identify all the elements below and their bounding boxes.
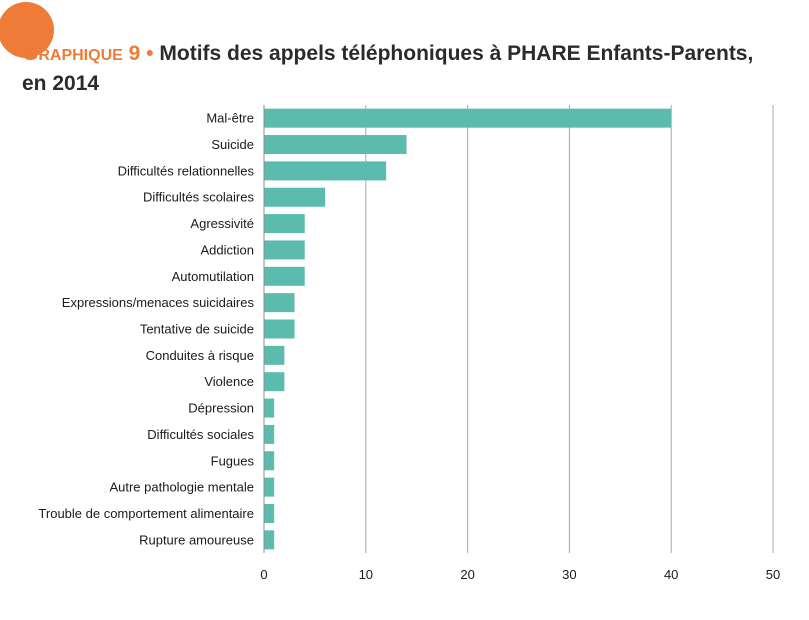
bar-10	[264, 372, 285, 392]
bar-12	[264, 424, 275, 444]
category-label-5: Addiction	[201, 242, 254, 257]
graphique-initial: G	[22, 42, 39, 65]
x-tick-label-4: 40	[664, 567, 678, 582]
chart-header: GRAPHIQUE 9 • Motifs des appels téléphon…	[22, 40, 792, 98]
graphique-number: 9	[128, 42, 141, 65]
x-tick-label-1: 10	[359, 567, 373, 582]
graphique-label: GRAPHIQUE 9 •	[22, 42, 154, 65]
bar-16	[264, 530, 275, 550]
title-line2: en 2014	[22, 72, 100, 95]
x-tick-label-2: 20	[460, 567, 474, 582]
bar-7	[264, 293, 295, 313]
bar-6	[264, 266, 305, 286]
title-bullet: •	[146, 42, 154, 65]
corner-shape	[0, 2, 54, 58]
category-label-13: Fugues	[211, 453, 255, 468]
category-label-0: Mal-être	[206, 111, 254, 126]
category-label-11: Dépression	[188, 401, 254, 416]
bar-15	[264, 503, 275, 523]
bar-5	[264, 240, 305, 260]
category-label-4: Agressivité	[190, 216, 254, 231]
chart-title: GRAPHIQUE 9 • Motifs des appels téléphon…	[22, 40, 792, 98]
category-label-15: Trouble de comportement alimentaire	[38, 506, 254, 521]
category-label-3: Difficultés scolaires	[143, 190, 255, 205]
corner-decoration	[0, 0, 60, 60]
bar-9	[264, 345, 285, 365]
category-label-2: Difficultés relationnelles	[118, 163, 255, 178]
bar-3	[264, 187, 326, 207]
x-tick-label-0: 0	[260, 567, 267, 582]
category-label-14: Autre pathologie mentale	[109, 480, 254, 495]
bar-chart: Mal-être Suicide Difficultés relationnelle…	[38, 105, 780, 582]
category-label-12: Difficultés sociales	[147, 427, 254, 442]
category-label-9: Conduites à risque	[146, 348, 254, 363]
bar-4	[264, 214, 305, 234]
bar-14	[264, 477, 275, 497]
bar-2	[264, 161, 387, 181]
category-label-10: Violence	[204, 374, 254, 389]
category-label-16: Rupture amoureuse	[139, 532, 254, 547]
graphique-rest: RAPHIQUE	[38, 47, 123, 64]
category-label-8: Tentative de suicide	[140, 322, 254, 337]
x-tick-label-5: 50	[766, 567, 780, 582]
bar-13	[264, 451, 275, 471]
category-label-6: Automutilation	[172, 269, 254, 284]
bar-0	[264, 108, 672, 128]
bar-8	[264, 319, 295, 339]
category-label-7: Expressions/menaces suicidaires	[62, 295, 255, 310]
category-label-1: Suicide	[211, 137, 254, 152]
corner-circle	[0, 2, 54, 58]
bar-11	[264, 398, 275, 418]
x-tick-label-3: 30	[562, 567, 576, 582]
bar-1	[264, 135, 407, 155]
title-text: Motifs des appels téléphoniques à PHARE …	[159, 42, 754, 65]
